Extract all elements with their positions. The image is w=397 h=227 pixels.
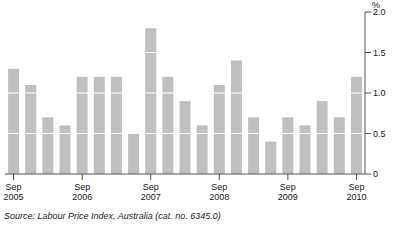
svg-text:Sep2008: Sep2008 [209, 182, 229, 202]
html-text:Source: Labour Price Index, Au: Source: Labour Price Index, Australia (c… [4, 211, 221, 221]
svg-text:Sep2006: Sep2006 [72, 182, 92, 202]
svg-text:0: 0 [373, 169, 378, 179]
svg-text:Sep2005: Sep2005 [8, 182, 24, 202]
svg-text:Sep2010: Sep2010 [346, 182, 366, 202]
svg-text:Sep2009: Sep2009 [278, 182, 298, 202]
svg-text:0.5: 0.5 [373, 129, 386, 139]
svg-text:2.0: 2.0 [373, 7, 386, 17]
svg-text:1.0: 1.0 [373, 88, 386, 98]
svg-text:Sep2007: Sep2007 [141, 182, 161, 202]
svg-text:1.5: 1.5 [373, 48, 386, 58]
